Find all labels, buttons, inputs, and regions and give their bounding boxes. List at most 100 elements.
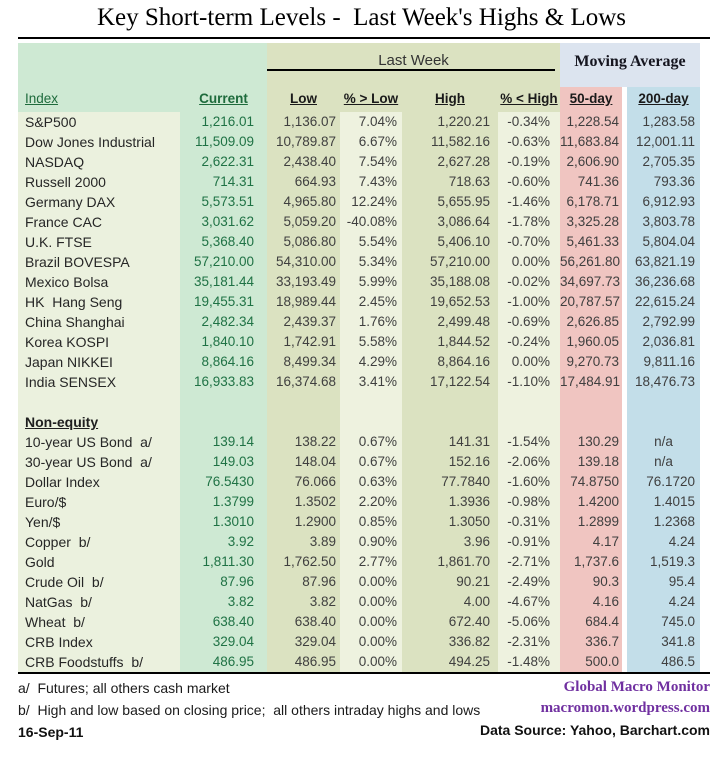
- cell-ma200: 76.1720: [627, 472, 700, 492]
- cell-ma200: 2,792.99: [627, 312, 700, 332]
- cell-ma200: n/a: [627, 452, 700, 472]
- cell-pctlow: 0.00%: [340, 632, 402, 652]
- cell-high: 17,122.54: [402, 372, 498, 392]
- cell-low: [267, 392, 340, 412]
- cell-current: 3.92: [180, 532, 267, 552]
- cell-index: U.K. FTSE: [18, 232, 180, 252]
- cell-ma200: 18,476.73: [627, 372, 700, 392]
- cell-ma200: 745.0: [627, 612, 700, 632]
- cell-gap: [622, 152, 627, 172]
- footnote-a: a/ Futures; all others cash market: [18, 680, 230, 696]
- cell-low: 3.89: [267, 532, 340, 552]
- cell-pctlow: 4.29%: [340, 352, 402, 372]
- cell-ma200: 2,036.81: [627, 332, 700, 352]
- table-row: Brazil BOVESPA 57,210.00 54,310.00 5.34% 57,…: [18, 252, 700, 272]
- cell-index: HK Hang Seng: [18, 292, 180, 312]
- cell-current: 5,368.40: [180, 232, 267, 252]
- cell-pcthigh: -0.70%: [498, 232, 560, 252]
- cell-pcthigh: -0.31%: [498, 512, 560, 532]
- cell-pcthigh: -0.91%: [498, 532, 560, 552]
- cell-current: 1.3799: [180, 492, 267, 512]
- cell-ma50: 1,228.54: [560, 112, 622, 132]
- brand-url: macromon.wordpress.com: [540, 700, 710, 716]
- cell-low: 2,439.37: [267, 312, 340, 332]
- cell-pcthigh: -2.06%: [498, 452, 560, 472]
- cell-high: 5,406.10: [402, 232, 498, 252]
- cell-high: [402, 392, 498, 412]
- cell-pcthigh: -2.49%: [498, 572, 560, 592]
- cell-ma200: 4.24: [627, 592, 700, 612]
- cell-current: 486.95: [180, 652, 267, 672]
- cell-gap: [622, 172, 627, 192]
- cell-index: 30-year US Bond a/: [18, 452, 180, 472]
- cell-current: 149.03: [180, 452, 267, 472]
- cell-current: 714.31: [180, 172, 267, 192]
- cell-pcthigh: -0.69%: [498, 312, 560, 332]
- data-source: Data Source: Yahoo, Barchart.com: [479, 722, 710, 738]
- table-row: HK Hang Seng 19,455.31 18,989.44 2.45% 19,65…: [18, 292, 700, 312]
- cell-current: 139.14: [180, 432, 267, 452]
- cell-high: 90.21: [402, 572, 498, 592]
- column-header-pct-above-low: % > Low: [340, 87, 402, 112]
- cell-high: 152.16: [402, 452, 498, 472]
- cell-current: 11,509.09: [180, 132, 267, 152]
- column-header-high: High: [402, 87, 498, 112]
- cell-ma50: 130.29: [560, 432, 622, 452]
- cell-ma50: 17,484.91: [560, 372, 622, 392]
- cell-ma200: 486.5: [627, 652, 700, 672]
- cell-index: 10-year US Bond a/: [18, 432, 180, 452]
- cell-high: 1.3050: [402, 512, 498, 532]
- cell-current: [180, 412, 267, 432]
- cell-pcthigh: 0.00%: [498, 252, 560, 272]
- cell-ma200: 9,811.16: [627, 352, 700, 372]
- cell-gap: [622, 112, 627, 132]
- cell-ma50: 336.7: [560, 632, 622, 652]
- footnote-b: b/ High and low based on closing price; …: [18, 702, 481, 718]
- cell-ma200: 1.2368: [627, 512, 700, 532]
- table-group-header: Last Week Moving Average: [18, 43, 700, 87]
- cell-ma50: 6,178.71: [560, 192, 622, 212]
- table-row: 30-year US Bond a/149.03 148.04 0.67% 152.1…: [18, 452, 700, 472]
- cell-ma200: [627, 392, 700, 412]
- cell-pcthigh: -1.00%: [498, 292, 560, 312]
- cell-high: 672.40: [402, 612, 498, 632]
- column-header-50-day: 50-day: [560, 87, 622, 112]
- cell-index: Korea KOSPI: [18, 332, 180, 352]
- cell-index: Dollar Index: [18, 472, 180, 492]
- cell-gap: [622, 192, 627, 212]
- table-row: 10-year US Bond a/139.14 138.22 0.67% 141.3…: [18, 432, 700, 452]
- cell-low: 5,086.80: [267, 232, 340, 252]
- cell-pcthigh: -2.31%: [498, 632, 560, 652]
- cell-current: 57,210.00: [180, 252, 267, 272]
- cell-current: 5,573.51: [180, 192, 267, 212]
- cell-current: 2,482.34: [180, 312, 267, 332]
- cell-pctlow: 5.99%: [340, 272, 402, 292]
- cell-ma50: 56,261.80: [560, 252, 622, 272]
- cell-low: 329.04: [267, 632, 340, 652]
- cell-high: 3,086.64: [402, 212, 498, 232]
- table-row: Russell 2000 714.31 664.93 7.43% 718.63 -0.60…: [18, 172, 700, 192]
- cell-gap: [622, 312, 627, 332]
- cell-index: France CAC: [18, 212, 180, 232]
- cell-pcthigh: -0.34%: [498, 112, 560, 132]
- cell-pctlow: 7.54%: [340, 152, 402, 172]
- group-header-moving-average: Moving Average: [560, 43, 700, 87]
- cell-current: 19,455.31: [180, 292, 267, 312]
- column-header-200-day: 200-day: [627, 87, 700, 112]
- table-row: Dow Jones Industrial 11,509.09 10,789.87 6.…: [18, 132, 700, 152]
- cell-current: 2,622.31: [180, 152, 267, 172]
- cell-index: Non-equity: [18, 412, 180, 432]
- cell-gap: [622, 492, 627, 512]
- cell-gap: [622, 332, 627, 352]
- cell-gap: [622, 292, 627, 312]
- cell-ma50: 11,683.84: [560, 132, 622, 152]
- cell-index: Gold: [18, 552, 180, 572]
- table-row: Korea KOSPI 1,840.10 1,742.91 5.58% 1,844.52…: [18, 332, 700, 352]
- cell-pcthigh: -1.48%: [498, 652, 560, 672]
- cell-index: CRB Index: [18, 632, 180, 652]
- cell-low: 54,310.00: [267, 252, 340, 272]
- cell-low: 8,499.34: [267, 352, 340, 372]
- column-separator: [622, 87, 627, 112]
- table-row: S&P500 1,216.01 1,136.07 7.04% 1,220.21 -0.34…: [18, 112, 700, 132]
- cell-ma50: 1.4200: [560, 492, 622, 512]
